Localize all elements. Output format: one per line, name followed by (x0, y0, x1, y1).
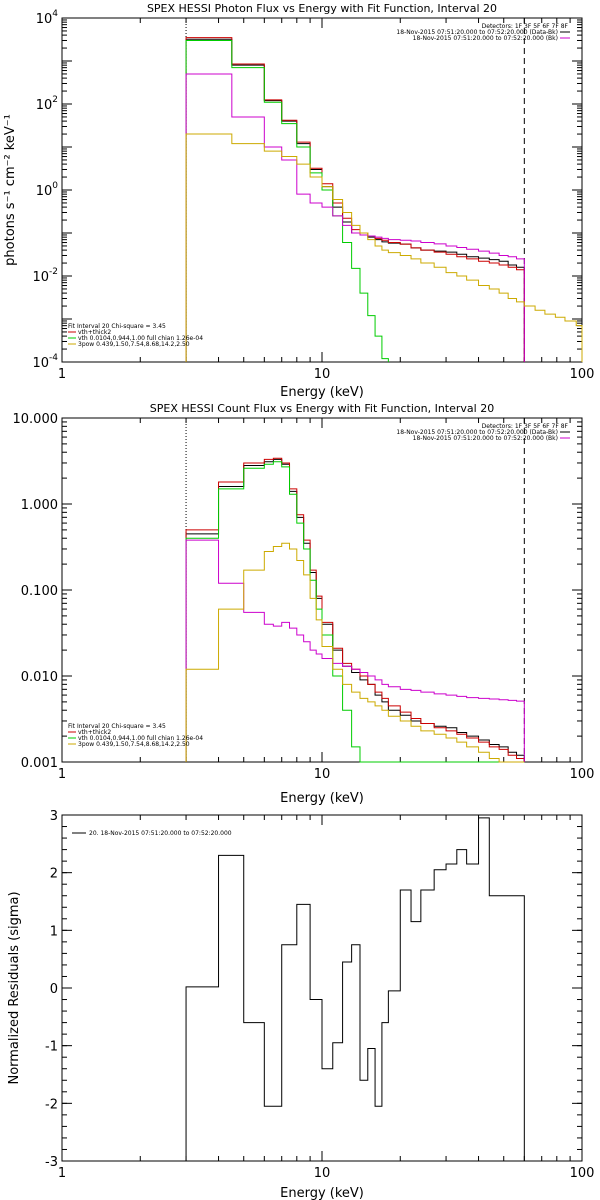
series-line-0 (185, 38, 525, 362)
count-legend-left: Fit Interval 20 Chi-square = 3.45vth+thi… (68, 723, 203, 748)
count-ticks (61, 417, 582, 763)
y-tick-label: 0 (50, 982, 58, 997)
y-tick-label: 0.010 (21, 670, 58, 685)
residuals-ylabel: Normalized Residuals (sigma) (7, 891, 22, 1084)
photon-xtick-labels: 1 10 100 (58, 367, 595, 382)
count-series (185, 418, 525, 763)
legend-right-text: Detectors: 1F 3F 5F 6F 7F 8F (482, 423, 569, 430)
series-line-0 (185, 458, 525, 762)
photon-series (185, 18, 583, 362)
series-line-2 (185, 39, 389, 362)
y-tick-label: 1.000 (21, 498, 58, 513)
photon-legend-left: Fit Interval 20 Chi-square = 3.45vth+thi… (68, 323, 203, 348)
y-tick-label: 0.100 (21, 584, 58, 599)
residuals-ytick-labels: -3 -2 -1 0 1 2 3 (45, 809, 58, 1170)
x-tick-label: 1 (58, 767, 66, 782)
residuals-xtick-labels: 1 10 100 (58, 1166, 595, 1181)
x-tick-label: 10 (314, 367, 331, 382)
series-line-3 (185, 539, 525, 762)
y-tick-label: 100 (36, 181, 59, 199)
legend-left-text: vth 0.0104,0.944,1.00 full chian 1.26e-0… (78, 335, 203, 342)
legend-left-text: Fit Interval 20 Chi-square = 3.45 (68, 323, 166, 330)
count-xlabel: Energy (keV) (280, 791, 364, 806)
count-panel: SPEX HESSI Count Flux vs Energy with Fit… (13, 402, 595, 806)
x-tick-label: 100 (570, 1166, 595, 1181)
series-line-1 (185, 457, 525, 762)
legend-right-text: 18-Nov-2015 07:51:20.000 to 07:52:20.000… (413, 435, 558, 442)
residuals-ticks (61, 814, 582, 1162)
legend-left-text: vth+thick2 (78, 329, 111, 336)
y-tick-label: -2 (45, 1097, 58, 1112)
photon-ticks (61, 17, 582, 363)
photon-legend-right: Detectors: 1F 3F 5F 6F 7F 8F18-Nov-2015 … (396, 23, 570, 42)
x-tick-label: 100 (570, 767, 595, 782)
legend-right-text: 18-Nov-2015 07:51:20.000 to 07:52:20.000… (396, 429, 558, 436)
legend-right-text: Detectors: 1F 3F 5F 6F 7F 8F (482, 23, 569, 30)
y-tick-label: -1 (45, 1040, 58, 1055)
legend-left-text: 3pow 0.439,1.50,7.54,8.68,14.2,2.50 (78, 741, 190, 748)
legend-left-text: vth+thick2 (78, 729, 111, 736)
y-tick-label: -3 (45, 1155, 58, 1170)
y-tick-label: 2 (50, 867, 58, 882)
series-line-4 (185, 542, 525, 763)
photon-ylabel: photons s⁻¹ cm⁻² keV⁻¹ (3, 114, 18, 266)
residuals-series (185, 817, 525, 1161)
y-tick-label: 104 (36, 9, 59, 27)
x-tick-label: 10 (314, 767, 331, 782)
legend-left-text: Fit Interval 20 Chi-square = 3.45 (68, 723, 166, 730)
y-tick-label: 0.001 (21, 756, 58, 771)
y-tick-label: 102 (36, 95, 58, 113)
series-line-2 (185, 461, 525, 763)
photon-xlabel: Energy (keV) (280, 385, 364, 400)
photon-title: SPEX HESSI Photon Flux vs Energy with Fi… (147, 2, 497, 15)
x-tick-label: 1 (58, 367, 66, 382)
series-line-1 (185, 37, 525, 362)
y-tick-label: 10-2 (32, 267, 58, 285)
count-legend-right: Detectors: 1F 3F 5F 6F 7F 8F18-Nov-2015 … (396, 423, 570, 442)
legend-left-text: vth 0.0104,0.944,1.00 full chian 1.26e-0… (78, 735, 203, 742)
y-tick-label: 3 (50, 809, 58, 824)
x-tick-label: 100 (570, 367, 595, 382)
count-ytick-labels: 0.001 0.010 0.100 1.000 10.000 (13, 412, 59, 771)
legend-left-text: 3pow 0.439,1.50,7.54,8.68,14.2,2.50 (78, 341, 190, 348)
x-tick-label: 1 (58, 1166, 66, 1181)
series-line-3 (185, 73, 525, 362)
legend-right-text: 18-Nov-2015 07:51:20.000 to 07:52:20.000… (396, 29, 558, 36)
residuals-xlabel: Energy (keV) (280, 1186, 364, 1200)
residuals-panel: -3 -2 -1 0 1 2 3 1 10 100 Energy (keV) Normalize… (7, 809, 594, 1200)
series-line-4 (185, 133, 583, 362)
photon-panel: SPEX HESSI Photon Flux vs Energy with Fi… (3, 2, 594, 400)
legend-right-text: 18-Nov-2015 07:51:20.000 to 07:52:20.000… (413, 35, 558, 42)
residuals-plot-frame (61, 814, 583, 1162)
count-xtick-labels: 1 10 100 (58, 767, 595, 782)
count-plot-frame (61, 417, 583, 763)
series-line-0 (185, 817, 525, 1161)
photon-ytick-labels: 10-4 10-2 100 102 104 (32, 9, 58, 371)
x-tick-label: 10 (314, 1166, 331, 1181)
residuals-legend-label: 20. 18-Nov-2015 07:51:20.000 to 07:52:20… (89, 830, 232, 837)
count-title: SPEX HESSI Count Flux vs Energy with Fit… (150, 402, 494, 415)
y-tick-label: 10.000 (13, 412, 59, 427)
y-tick-label: 1 (50, 924, 58, 939)
y-tick-label: 10-4 (32, 353, 58, 371)
